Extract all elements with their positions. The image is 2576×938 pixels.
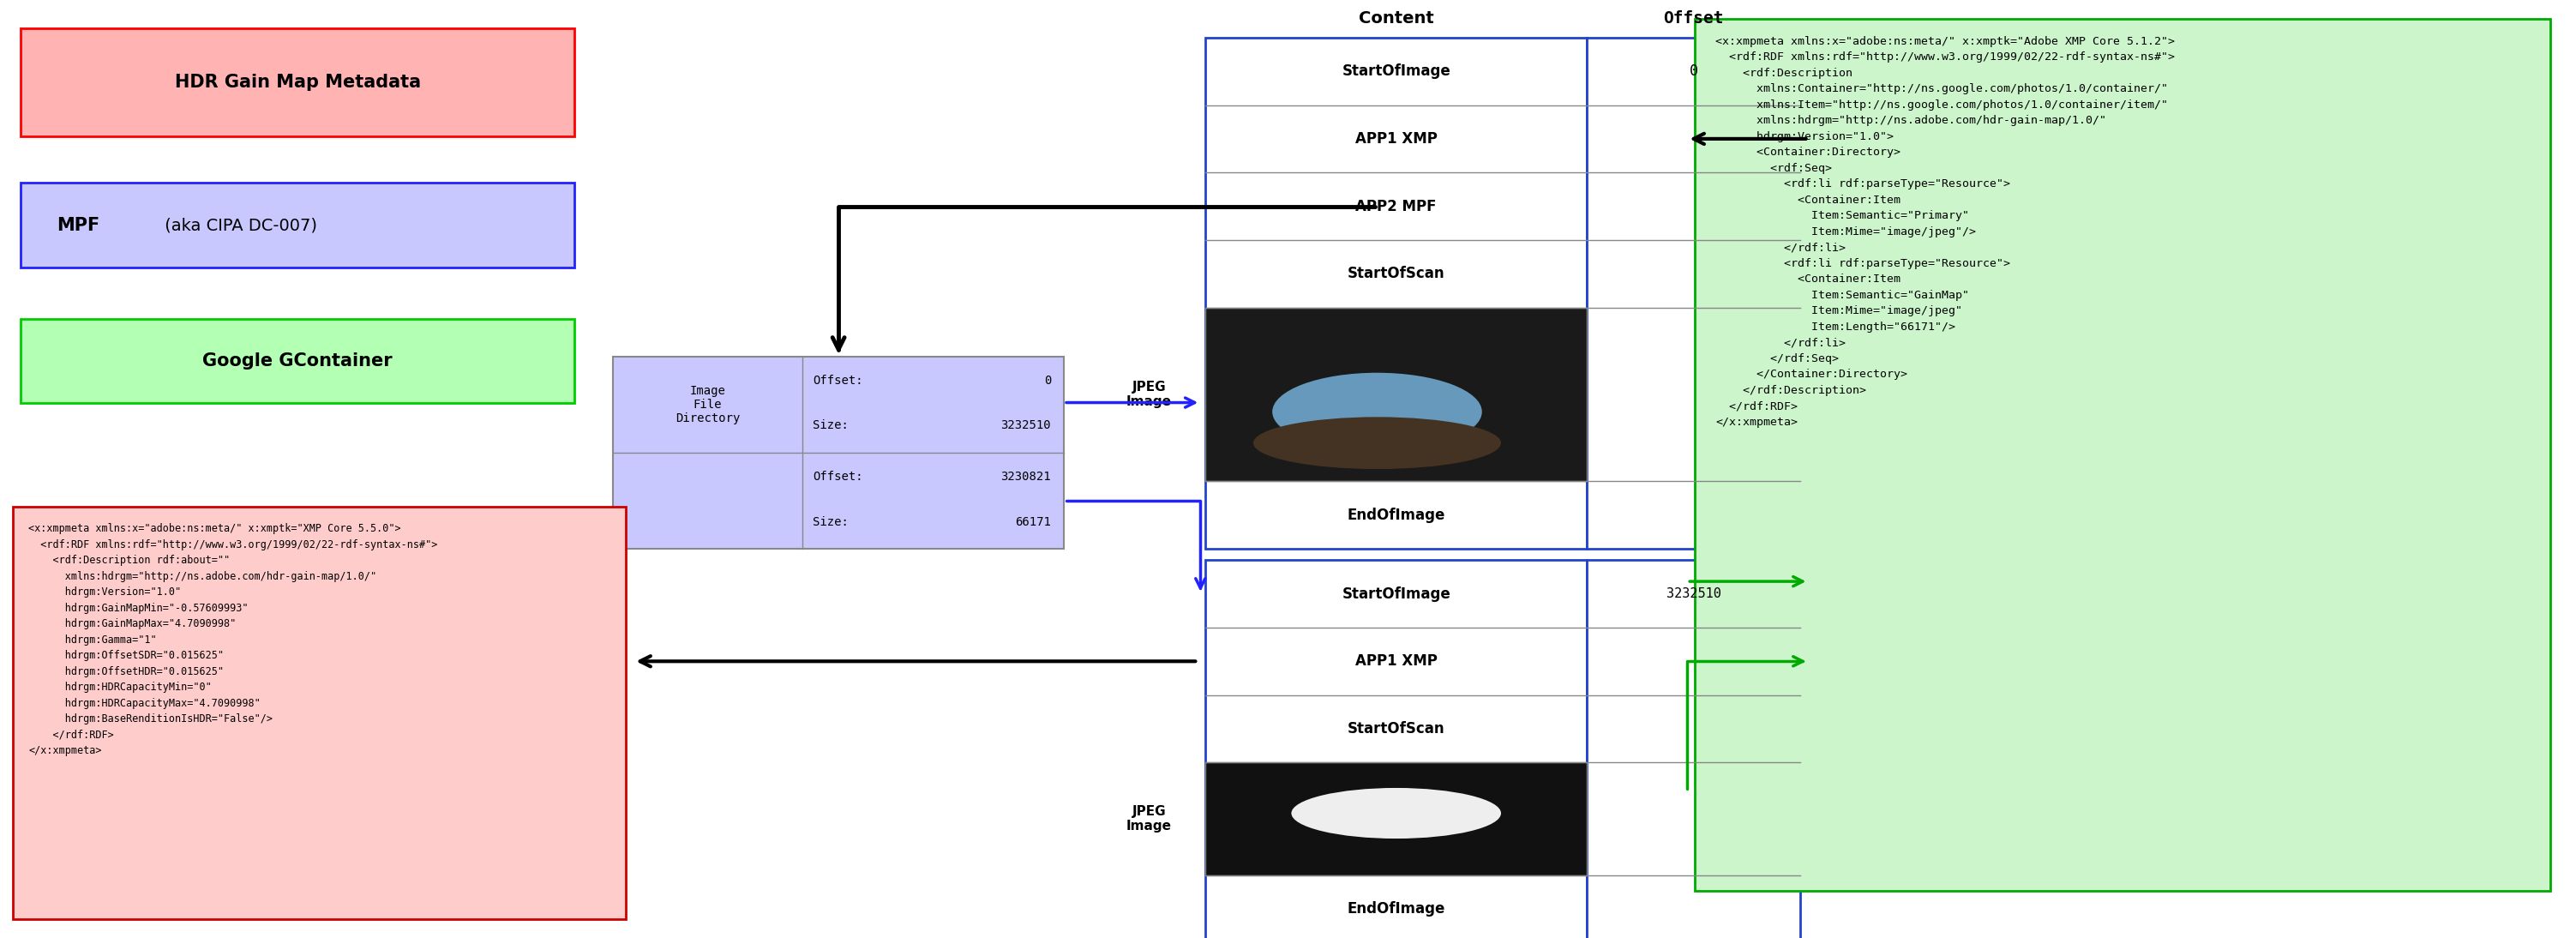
- Bar: [21, 319, 574, 403]
- Text: 66171: 66171: [1015, 516, 1051, 528]
- Text: EndOfImage: EndOfImage: [1347, 901, 1445, 916]
- Text: Content: Content: [1358, 10, 1435, 27]
- Text: Offset:: Offset:: [814, 374, 863, 386]
- Bar: [613, 356, 1064, 549]
- Text: Size:: Size:: [814, 516, 848, 528]
- Text: Offset: Offset: [1664, 10, 1723, 27]
- Text: 3232510: 3232510: [999, 419, 1051, 431]
- Text: EndOfImage: EndOfImage: [1347, 507, 1445, 522]
- Text: JPEG
Image: JPEG Image: [1126, 381, 1172, 408]
- Text: <x:xmpmeta xmlns:x="adobe:ns:meta/" x:xmptk="XMP Core 5.5.0">
  <rdf:RDF xmlns:r: <x:xmpmeta xmlns:x="adobe:ns:meta/" x:xm…: [28, 523, 438, 757]
- Bar: [1587, 38, 1801, 549]
- Text: (aka CIPA DC-007): (aka CIPA DC-007): [160, 217, 317, 234]
- Text: <x:xmpmeta xmlns:x="adobe:ns:meta/" x:xmptk="Adobe XMP Core 5.1.2">
  <rdf:RDF x: <x:xmpmeta xmlns:x="adobe:ns:meta/" x:xm…: [1716, 36, 2174, 428]
- Text: Image
File
Directory: Image File Directory: [675, 385, 739, 424]
- Text: 3232510: 3232510: [1667, 587, 1721, 600]
- Bar: [1206, 560, 1587, 938]
- Text: StartOfScan: StartOfScan: [1347, 266, 1445, 281]
- Text: StartOfScan: StartOfScan: [1347, 721, 1445, 736]
- Bar: [21, 28, 574, 136]
- Text: Offset:: Offset:: [814, 471, 863, 483]
- Bar: [1206, 308, 1587, 481]
- Text: StartOfImage: StartOfImage: [1342, 586, 1450, 601]
- Text: MPF: MPF: [57, 217, 100, 234]
- Text: Size:: Size:: [814, 419, 848, 431]
- Ellipse shape: [1291, 788, 1502, 839]
- Bar: [21, 183, 574, 267]
- Bar: [1206, 38, 1587, 549]
- Text: 0: 0: [1043, 374, 1051, 386]
- Text: APP1 XMP: APP1 XMP: [1355, 131, 1437, 146]
- Text: APP2 MPF: APP2 MPF: [1355, 199, 1437, 214]
- Ellipse shape: [1252, 417, 1502, 469]
- Text: JPEG
Image: JPEG Image: [1126, 805, 1172, 833]
- Bar: [13, 507, 626, 919]
- Text: APP1 XMP: APP1 XMP: [1355, 654, 1437, 669]
- Bar: [1587, 560, 1801, 938]
- Text: HDR Gain Map Metadata: HDR Gain Map Metadata: [175, 73, 420, 91]
- Bar: [1206, 763, 1587, 875]
- Text: 0: 0: [1690, 64, 1698, 79]
- Text: StartOfImage: StartOfImage: [1342, 64, 1450, 79]
- Bar: [1695, 19, 2550, 891]
- Text: 3230821: 3230821: [999, 471, 1051, 483]
- Ellipse shape: [1273, 372, 1481, 451]
- Text: Google GContainer: Google GContainer: [204, 353, 392, 370]
